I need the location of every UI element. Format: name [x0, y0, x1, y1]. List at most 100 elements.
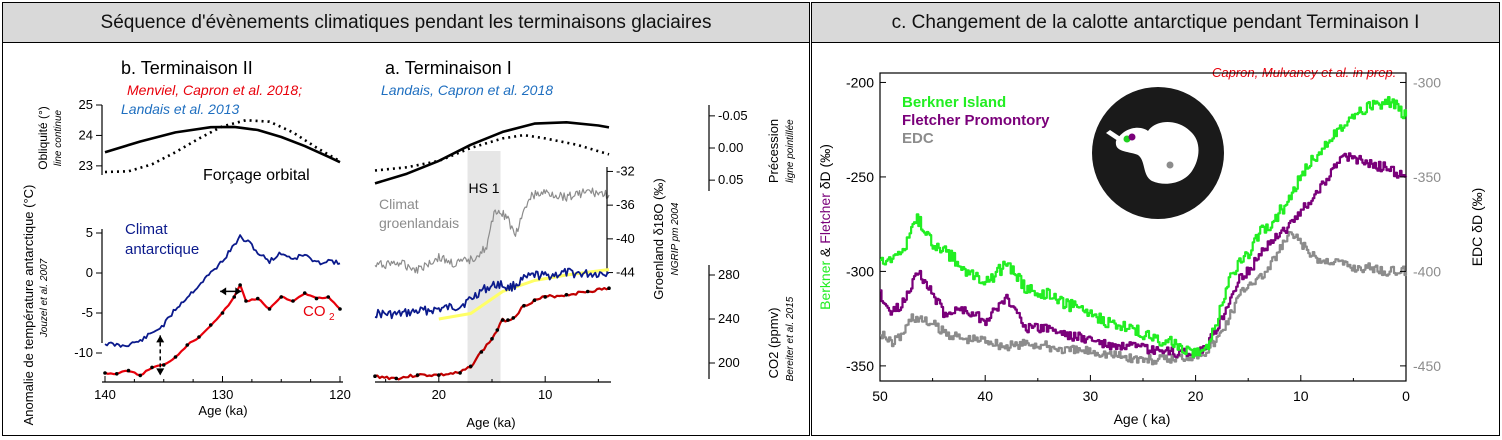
co2-axis-tick-label: 280 — [718, 267, 740, 282]
obliquity-axis-label: Obliquité (°) — [36, 106, 50, 170]
co2-term1-point — [490, 337, 494, 341]
co2-term2-point — [238, 283, 242, 287]
co2-term1-series — [374, 287, 610, 381]
legend-item-3: EDC — [902, 130, 934, 147]
co2-term2-sub: 2 — [329, 312, 335, 323]
antarctic-peninsula — [1106, 130, 1122, 141]
greenland-axis-label: Groenland δ18O (‰) — [651, 178, 666, 299]
antarctic-term1-series — [374, 267, 609, 320]
left-axis-tick-label: -350 — [846, 358, 874, 374]
obliquity-axis-tick-label: 23 — [79, 158, 93, 173]
right-axis-label: EDC δD (‰) — [1469, 188, 1485, 267]
fletcher-series — [880, 152, 1408, 359]
co2-term1-point — [585, 289, 590, 294]
x-axis-tick-label: 20 — [1188, 388, 1204, 404]
antarctic-term2-series — [104, 234, 341, 348]
greenland-axis-tick-label: -40 — [616, 231, 635, 246]
hs1-band — [467, 151, 501, 383]
co2-term2-point — [185, 343, 190, 347]
co2-term1-point — [415, 373, 420, 377]
right-axis-tick-label: -300 — [1413, 74, 1441, 90]
obliquity-axis-tick-label: 25 — [79, 97, 93, 112]
term2-ref-1: Menviel, Capron et al. 2018; — [127, 82, 303, 98]
precession-series-2 — [374, 133, 610, 172]
age-term2-axis-tick-label: 140 — [94, 387, 116, 402]
co2-term1-point — [500, 318, 505, 322]
term2-ref-2: Landais et al. 2013 — [121, 101, 240, 117]
co2-axis-label: CO2 (ppmv) — [766, 308, 781, 379]
co2-term1-point — [511, 316, 516, 320]
co2-term2-point — [161, 363, 166, 367]
berkner-series — [880, 96, 1408, 358]
precession-series-1 — [374, 121, 610, 185]
left-panel: Séquence d'évènements climatiques pendan… — [2, 2, 810, 436]
age-term2-axis-tick-label: 120 — [329, 387, 351, 402]
left-axis-label-part-4: δD (‰) — [817, 144, 833, 193]
climate-antarctic-label-1: Climat — [125, 221, 168, 238]
greenland-series — [374, 187, 610, 274]
term1-ref: Landais, Capron et al. 2018 — [381, 82, 554, 98]
right-panel-header: c. Changement de la calotte antarctique … — [812, 3, 1499, 43]
lag-arrowhead-left — [220, 287, 227, 296]
precession-axis-label: Précession — [766, 119, 781, 183]
co2-term2-point — [255, 296, 260, 301]
age-term1-label: Age (ka) — [466, 415, 515, 430]
co2-term2-point — [291, 299, 295, 303]
lag-arrowhead-right — [235, 287, 242, 296]
left-panel-header: Séquence d'évènements climatiques pendan… — [3, 3, 809, 43]
edc-site-marker — [1166, 161, 1174, 169]
age-term1-axis-tick-label: 20 — [432, 387, 446, 402]
temp-axis-sublabel: Jouzel et al. 2007 — [39, 258, 50, 338]
temp-axis-tick-label: -10 — [74, 345, 93, 360]
co2-term2-point — [197, 335, 201, 339]
co2-term2-point — [173, 355, 178, 359]
fletcher-site-marker — [1128, 133, 1136, 141]
precession-axis-sublabel: ligne pointillée — [785, 119, 796, 183]
co2-axis-tick-label: 240 — [718, 311, 740, 326]
right-chart: -200 -250 -300 -350 -300 -350 -400 -450 50 40 30 20… — [817, 72, 1485, 427]
legend-item-1: Berkner Island — [902, 94, 1006, 111]
right-axis-tick-label: -350 — [1413, 169, 1441, 185]
climate-antarctic-label-2: antarctique — [125, 241, 199, 258]
co2-term1-point — [479, 350, 484, 354]
co2-term2-point — [326, 295, 331, 299]
co2-term2-point — [244, 299, 248, 303]
co2-term2-point — [220, 311, 225, 315]
x-axis-tick-label: 40 — [977, 388, 993, 404]
co2-term1-point — [543, 295, 547, 299]
right-axis-tick-label: -450 — [1413, 358, 1441, 374]
x-axis-tick-label: 50 — [872, 388, 888, 404]
greenland-axis-tick-label: -44 — [616, 265, 635, 280]
co2-term1-point — [522, 304, 526, 308]
temp-axis-tick-label: 5 — [86, 225, 93, 240]
lag-arrowhead-down — [156, 368, 165, 376]
x-axis-tick-label: 0 — [1402, 388, 1410, 404]
hs1-label: HS 1 — [468, 180, 499, 196]
co2-term2-label: CO — [303, 303, 326, 320]
term1-title: a. Terminaison I — [385, 58, 512, 78]
co2-term2-point — [138, 373, 143, 378]
co2-term1-point — [394, 376, 399, 381]
x-axis-tick-label: 30 — [1083, 388, 1099, 404]
co2-axis-sublabel: Bereiter et al. 2015 — [785, 296, 796, 381]
obliquity-axis-sublabel: line continue — [53, 109, 64, 166]
climate-greenland-label-1: Climat — [379, 196, 419, 212]
obliquity-axis-tick-label: 24 — [79, 127, 93, 142]
edc-series — [880, 231, 1408, 366]
precession-axis-tick-label: 0.00 — [718, 140, 743, 155]
co2-term2-point — [232, 295, 237, 299]
x-axis-tick-label: 10 — [1293, 388, 1309, 404]
precession-axis-tick-label: 0.05 — [718, 172, 743, 187]
co2-term2-point — [267, 307, 272, 311]
left-axis-label: Berkner & Fletcher δD (‰) — [817, 144, 833, 310]
left-axis-label-part-3: Fletcher — [817, 193, 833, 244]
co2-term1-point — [532, 298, 537, 303]
greenland-axis-sublabel: NGRIP pm 2004 — [670, 202, 681, 275]
x-axis-label: Age ( ka) — [1114, 411, 1171, 427]
greenland-axis-tick-label: -36 — [616, 197, 635, 212]
co2-term2-point — [314, 296, 319, 301]
temp-axis-label: Anomalie de température antarctique (°C) — [21, 185, 36, 426]
term2-title: b. Terminaison II — [121, 58, 253, 78]
